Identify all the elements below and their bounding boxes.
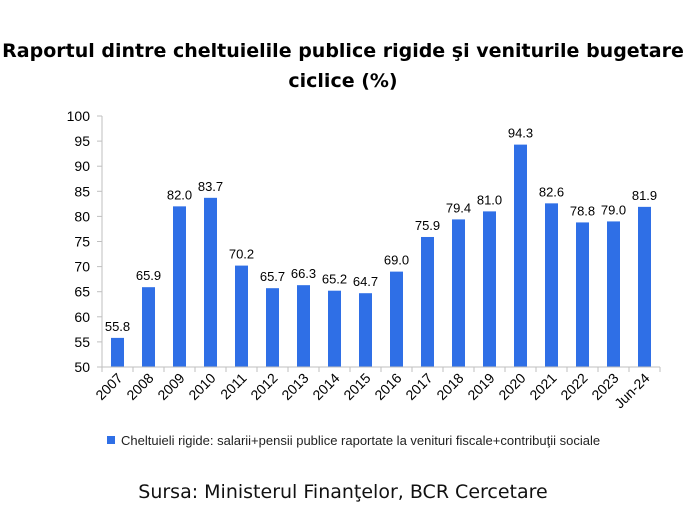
source-note: Sursa: Ministerul Finanţelor, BCR Cercet… xyxy=(138,481,548,503)
x-tick-label-Jun-24: Jun-24 xyxy=(611,370,653,412)
x-tick-label-2021: 2021 xyxy=(526,370,559,403)
data-label-2019: 81.0 xyxy=(477,192,502,207)
x-tick-label-2009: 2009 xyxy=(154,370,187,403)
y-tick-label: 95 xyxy=(74,133,90,149)
x-tick-label-2008: 2008 xyxy=(123,370,156,403)
bar-2022 xyxy=(576,222,589,367)
data-label-2011: 70.2 xyxy=(229,247,254,262)
chart-title-line-2: ciclice (%) xyxy=(288,70,398,92)
x-tick-label-2015: 2015 xyxy=(340,370,373,403)
legend: Cheltuieli rigide: salarii+pensii public… xyxy=(107,432,667,449)
y-axis: 50 55 60 65 70 75 80 85 90 95 100 xyxy=(67,108,102,375)
bar-2015 xyxy=(359,293,372,367)
x-tick-label-2019: 2019 xyxy=(464,370,497,403)
chart-title: Raportul dintre cheltuielile publice rig… xyxy=(0,36,686,96)
data-label-2016: 69.0 xyxy=(384,253,409,268)
x-tick-label-2010: 2010 xyxy=(185,370,218,403)
bar-2010 xyxy=(204,197,217,367)
bar-Jun-24 xyxy=(638,206,651,367)
bar-2017 xyxy=(421,236,434,367)
y-tick-label: 75 xyxy=(74,234,90,250)
bar-2020 xyxy=(514,144,527,367)
x-tick-label-2012: 2012 xyxy=(247,370,280,403)
bar-2009 xyxy=(173,206,186,367)
data-labels-group: 55.8 65.9 82.0 83.7 70.2 65.7 66.3 65.2 64.7 69.0… xyxy=(105,126,657,334)
data-label-Jun-24: 81.9 xyxy=(632,188,657,203)
bar-2007 xyxy=(111,337,124,367)
legend-label: Cheltuieli rigide: salarii+pensii public… xyxy=(121,433,601,448)
y-tick-label: 60 xyxy=(74,309,90,325)
data-label-2007: 55.8 xyxy=(105,319,130,334)
chart-title-line-1: Raportul dintre cheltuielile publice rig… xyxy=(2,40,684,62)
x-tick-label-2011: 2011 xyxy=(217,370,250,403)
x-tick-label-2013: 2013 xyxy=(278,370,311,403)
data-label-2017: 75.9 xyxy=(415,218,440,233)
bar-2021 xyxy=(545,203,558,367)
data-label-2020: 94.3 xyxy=(508,126,533,141)
y-tick-label: 90 xyxy=(74,158,90,174)
bar-2019 xyxy=(483,211,496,367)
bars-group xyxy=(111,144,651,367)
x-tick-label-2020: 2020 xyxy=(495,370,528,403)
data-label-2015: 64.7 xyxy=(353,274,378,289)
bar-2018 xyxy=(452,219,465,367)
x-tick-label-2018: 2018 xyxy=(433,370,466,403)
y-tick-label: 65 xyxy=(74,284,90,300)
data-label-2008: 65.9 xyxy=(136,268,161,283)
data-label-2010: 83.7 xyxy=(198,179,223,194)
x-tick-label-2016: 2016 xyxy=(371,370,404,403)
x-tick-label-2007: 2007 xyxy=(92,370,125,403)
bar-2023 xyxy=(607,221,620,367)
data-label-2021: 82.6 xyxy=(539,184,564,199)
data-label-2009: 82.0 xyxy=(167,187,192,202)
y-tick-label: 85 xyxy=(74,183,90,199)
bar-2016 xyxy=(390,271,403,367)
bar-2008 xyxy=(142,287,155,367)
bar-2012 xyxy=(266,288,279,367)
x-tick-label-2017: 2017 xyxy=(402,370,435,403)
y-tick-label: 80 xyxy=(74,208,90,224)
y-tick-label: 55 xyxy=(74,334,90,350)
data-label-2023: 79.0 xyxy=(601,202,626,217)
data-label-2012: 65.7 xyxy=(260,269,285,284)
x-tick-label-2022: 2022 xyxy=(557,370,590,403)
x-tick-label-2014: 2014 xyxy=(309,370,342,403)
y-tick-label: 50 xyxy=(74,359,90,375)
data-label-2018: 79.4 xyxy=(446,200,471,215)
bar-2014 xyxy=(328,290,341,367)
data-label-2022: 78.8 xyxy=(570,203,595,218)
data-label-2014: 65.2 xyxy=(322,272,347,287)
y-tick-label: 70 xyxy=(74,259,90,275)
legend-swatch xyxy=(107,436,115,444)
data-label-2013: 66.3 xyxy=(291,266,316,281)
x-axis: 2007200820092010201120122013201420152016… xyxy=(92,367,661,412)
bar-2011 xyxy=(235,265,248,367)
bar-2013 xyxy=(297,285,310,367)
y-tick-label: 100 xyxy=(67,108,91,124)
